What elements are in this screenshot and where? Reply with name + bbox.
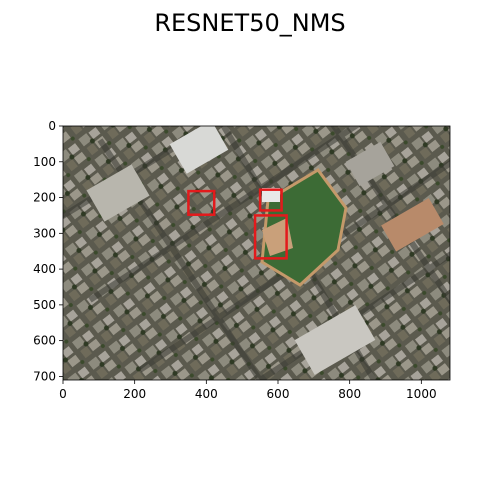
y-tick-label: 100 bbox=[33, 155, 56, 169]
y-tick-label: 200 bbox=[33, 191, 56, 205]
axes-frame bbox=[62, 125, 451, 381]
x-tick-label: 0 bbox=[59, 387, 67, 401]
detection-boxes bbox=[187, 188, 288, 260]
detection-box-3 bbox=[253, 214, 288, 260]
x-tick-label: 400 bbox=[195, 387, 218, 401]
y-tick-label: 600 bbox=[33, 334, 56, 348]
x-tick-label: 800 bbox=[338, 387, 361, 401]
x-axis: 0 200 400 600 800 1000 bbox=[59, 380, 437, 401]
y-axis: 0 100 200 300 400 500 600 700 bbox=[33, 119, 63, 383]
detection-box-2 bbox=[258, 188, 283, 212]
y-tick-label: 300 bbox=[33, 226, 56, 240]
detection-box-1 bbox=[187, 189, 216, 216]
x-tick-label: 200 bbox=[123, 387, 146, 401]
y-tick-label: 400 bbox=[33, 262, 56, 276]
y-tick-label: 500 bbox=[33, 298, 56, 312]
chart-title: RESNET50_NMS bbox=[154, 9, 345, 37]
x-tick-label: 1000 bbox=[406, 387, 437, 401]
y-tick-label: 700 bbox=[33, 369, 56, 383]
y-tick-label: 0 bbox=[48, 119, 56, 133]
x-tick-label: 600 bbox=[267, 387, 290, 401]
satellite-image bbox=[63, 126, 450, 380]
